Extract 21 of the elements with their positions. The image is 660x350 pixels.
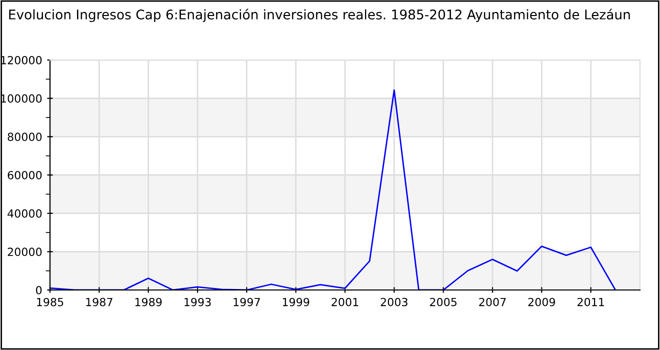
x-tick-label: 1999 [282, 298, 310, 306]
x-tick-label: 2007 [479, 298, 506, 306]
y-tick-label: 0 [36, 286, 42, 294]
y-tick-label: 120000 [1, 56, 42, 64]
x-tick-label: 1989 [135, 298, 162, 306]
x-tick-label: 1993 [184, 298, 211, 306]
y-tick-label: 20000 [8, 248, 42, 256]
x-tick-label: 2005 [430, 298, 456, 306]
y-tick-label: 40000 [8, 209, 42, 218]
x-tick-label: 2003 [380, 298, 408, 306]
x-tick-label: 2001 [332, 298, 358, 306]
x-tick-label: 2009 [528, 298, 556, 306]
x-tick-label: 1985 [37, 298, 64, 306]
x-tick-label: 2011 [578, 298, 604, 306]
y-tick-label: 60000 [8, 170, 42, 180]
x-tick-label: 1997 [234, 298, 260, 306]
line-series [50, 89, 616, 290]
x-tick-label: 1987 [86, 298, 112, 306]
chart-title: Evolucion Ingresos Cap 6:Enajenación inversiones reales. 1985-2012 Ayuntamiento de Lezáun [9, 8, 630, 22]
y-tick-label: 80000 [8, 132, 42, 142]
y-tick-label: 100000 [1, 94, 42, 103]
